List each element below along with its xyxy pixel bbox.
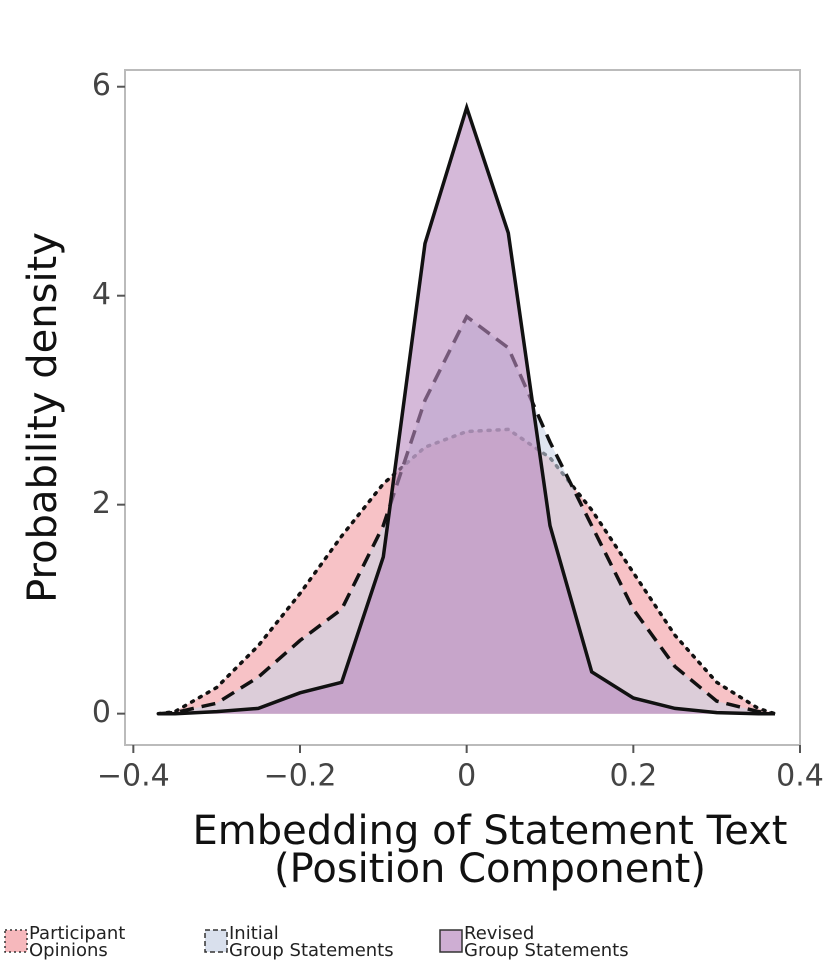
x-axis-label-line: (Position Component) xyxy=(274,846,706,892)
legend-label: Revised Group Statements xyxy=(464,923,629,961)
legend-item: Participant Opinions xyxy=(4,923,125,961)
legend-label-line: Initial xyxy=(229,923,279,944)
x-tick-label: 0.2 xyxy=(609,759,657,794)
legend-label-line: Group Statements xyxy=(464,940,629,961)
legend-label: Initial Group Statements xyxy=(229,923,394,961)
legend-label-line: Participant xyxy=(29,923,125,944)
legend-swatch xyxy=(4,929,28,953)
legend-label-line: Group Statements xyxy=(229,940,394,961)
legend-swatch xyxy=(439,929,463,953)
x-tick-label: −0.2 xyxy=(264,759,337,794)
legend-item: Initial Group Statements xyxy=(204,923,394,961)
x-tick-label: 0 xyxy=(457,759,476,794)
legend-item: Revised Group Statements xyxy=(439,923,629,961)
density-line xyxy=(158,101,775,716)
legend-label-line: Opinions xyxy=(29,940,108,961)
legend-label-line: Revised xyxy=(464,923,534,944)
density-line xyxy=(156,427,777,716)
x-axis-label: Embedding of Statement Text (Position Com… xyxy=(193,808,788,892)
x-tick-label: 0.4 xyxy=(776,759,824,794)
x-axis-label-line: Embedding of Statement Text xyxy=(193,808,788,854)
density-area xyxy=(158,107,776,714)
y-tick-label: 6 xyxy=(92,68,111,103)
x-tick-label: −0.4 xyxy=(97,759,170,794)
legend-label: Participant Opinions xyxy=(29,923,125,961)
y-tick-label: 4 xyxy=(92,277,111,312)
y-tick-label: 0 xyxy=(92,695,111,730)
y-tick-label: 2 xyxy=(92,486,111,521)
y-axis-label: Probability density xyxy=(20,232,66,603)
legend-swatch xyxy=(204,929,228,953)
